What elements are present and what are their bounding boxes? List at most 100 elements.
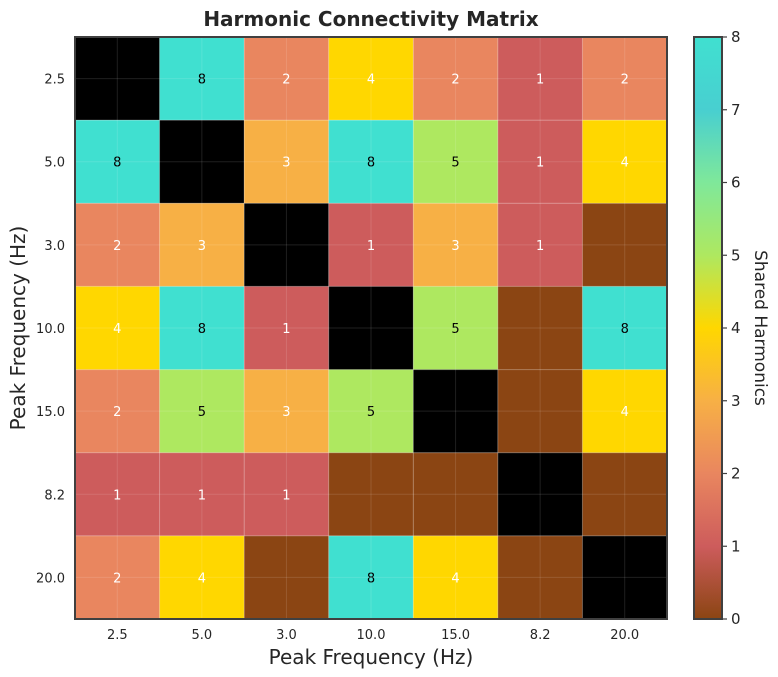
x-axis-label: Peak Frequency (Hz) (269, 645, 474, 669)
cell-value-label: 8 (113, 156, 121, 171)
heatmap-cell (328, 369, 414, 453)
cell-value-label: 3 (198, 239, 206, 254)
colorbar-tick-label: 0 (731, 610, 741, 628)
heatmap-cell (244, 203, 329, 287)
colorbar-label: Shared Harmonics (750, 250, 770, 406)
colorbar-tick-label: 3 (731, 392, 741, 410)
cell-value-label: 3 (451, 239, 459, 254)
heatmap-cell (413, 286, 498, 370)
heatmap-cell (328, 286, 414, 370)
colorbar (693, 36, 723, 620)
colorbar-ticks: 0 1 2 3 4 5 6 7 8 (722, 28, 741, 628)
x-tick-labels: 2.5 5.0 3.0 10.0 15.0 8.2 20.0 (107, 628, 639, 643)
colorbar-tick-label: 4 (731, 319, 741, 337)
cell-value-label: 8 (198, 322, 206, 337)
heatmap-cell (413, 535, 498, 619)
heatmap-cell (497, 369, 583, 453)
cell-value-label: 1 (536, 156, 544, 171)
cell-value-label: 1 (113, 488, 121, 503)
heatmap-cell (582, 120, 667, 204)
y-tick-label: 15.0 (36, 405, 65, 420)
heatmap-cell (413, 37, 498, 121)
colorbar-tick-label: 6 (731, 174, 741, 192)
heatmap-cells: 8 2 4 2 1 2 8 3 8 5 1 4 2 3 1 3 1 4 8 1 5 8 2 5 3 5 4 1 1 1 2 4 8 4 (75, 37, 667, 619)
heatmap-cell (497, 535, 583, 619)
heatmap-cell (413, 452, 498, 536)
heatmap-cell (582, 286, 667, 370)
heatmap-cell (413, 203, 498, 287)
heatmap-cell (75, 535, 160, 619)
x-tick-label: 20.0 (610, 628, 639, 643)
heatmap-cell (497, 286, 583, 370)
cell-value-label: 4 (113, 322, 121, 337)
cell-value-label: 1 (536, 239, 544, 254)
heatmap-cell (244, 286, 329, 370)
heatmap-cell (582, 369, 667, 453)
heatmap-cell (75, 37, 160, 121)
heatmap-cell (159, 369, 245, 453)
heatmap-cell (413, 120, 498, 204)
heatmap-cell (244, 535, 329, 619)
x-tick-label: 8.2 (530, 628, 551, 643)
heatmap-cell (497, 452, 583, 536)
cell-value-label: 8 (367, 156, 375, 171)
heatmap-cell (159, 37, 245, 121)
cell-value-label: 1 (198, 488, 206, 503)
cell-value-label: 2 (282, 73, 290, 88)
x-tick-label: 2.5 (107, 628, 128, 643)
cell-value-label: 5 (367, 405, 375, 420)
cell-value-label: 2 (113, 405, 121, 420)
heatmap-cell (75, 286, 160, 370)
heatmap-cell (413, 369, 498, 453)
colorbar-tick-label: 7 (731, 101, 741, 119)
heatmap-cell (497, 120, 583, 204)
x-tick-label: 5.0 (192, 628, 213, 643)
heatmap-cell (159, 203, 245, 287)
cell-value-label: 2 (113, 239, 121, 254)
heatmap-cell (582, 37, 667, 121)
x-tick-label: 15.0 (441, 628, 470, 643)
heatmap-cell (328, 203, 414, 287)
cell-value-label: 4 (198, 571, 206, 586)
heatmap-cell (75, 203, 160, 287)
heatmap-cell (159, 452, 245, 536)
cell-value-label: 4 (621, 156, 629, 171)
heatmap-cell (244, 37, 329, 121)
y-tick-label: 3.0 (44, 239, 65, 254)
cell-value-label: 4 (621, 405, 629, 420)
heatmap-cell (159, 286, 245, 370)
heatmap-cell (582, 203, 667, 287)
heatmap-cell (75, 120, 160, 204)
heatmap-cell (75, 452, 160, 536)
cell-value-label: 1 (282, 488, 290, 503)
heatmap-cell (328, 120, 414, 204)
colorbar-tick-label: 5 (731, 246, 741, 264)
colorbar-tick-label: 2 (731, 465, 741, 483)
cell-value-label: 2 (621, 73, 629, 88)
cell-value-label: 2 (451, 73, 459, 88)
heatmap-cell (328, 452, 414, 536)
cell-value-label: 4 (367, 73, 375, 88)
cell-value-label: 1 (367, 239, 375, 254)
y-tick-label: 10.0 (36, 322, 65, 337)
colorbar-tick-label: 8 (731, 28, 741, 46)
y-axis-label: Peak Frequency (Hz) (6, 226, 30, 431)
cell-value-label: 3 (282, 156, 290, 171)
heatmap-cell (159, 120, 245, 204)
heatmap-cell (75, 369, 160, 453)
x-tick-label: 3.0 (276, 628, 297, 643)
cell-value-label: 5 (451, 322, 459, 337)
cell-value-label: 2 (113, 571, 121, 586)
y-tick-labels: 2.5 5.0 3.0 10.0 15.0 8.2 20.0 (36, 73, 65, 587)
heatmap-cell (328, 37, 414, 121)
heatmap-cell (244, 120, 329, 204)
x-tick-label: 10.0 (357, 628, 386, 643)
heatmap-cell (244, 369, 329, 453)
colorbar-tick-label: 1 (731, 537, 741, 555)
chart-title: Harmonic Connectivity Matrix (203, 7, 538, 31)
cell-value-label: 1 (282, 322, 290, 337)
y-tick-label: 20.0 (36, 571, 65, 586)
heatmap-cell (159, 535, 245, 619)
cell-value-label: 8 (367, 571, 375, 586)
